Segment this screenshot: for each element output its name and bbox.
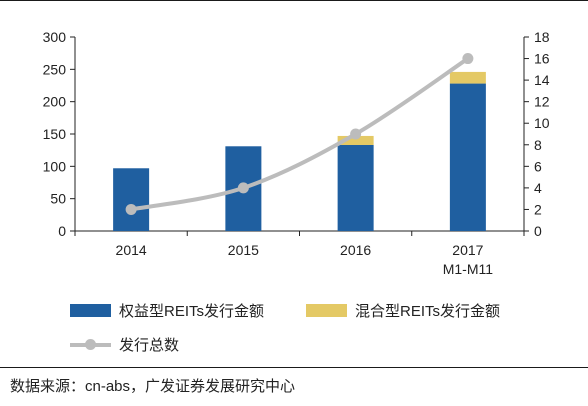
- y-left-tick-label: 100: [43, 158, 67, 174]
- y-left-tick-label: 150: [43, 126, 67, 142]
- y-right-tick-label: 16: [534, 51, 550, 67]
- x-tick-label: 2016: [340, 242, 371, 258]
- legend-swatch-total: [70, 338, 111, 351]
- legend-item-total: 发行总数: [70, 334, 179, 355]
- y-right-tick-label: 0: [534, 223, 542, 239]
- y-right-tick-label: 10: [534, 115, 550, 131]
- source-note: 数据来源：cn-abs，广发证券发展研究中心: [10, 378, 296, 395]
- x-tick-label: 2017: [452, 242, 483, 258]
- y-right-tick-label: 6: [534, 158, 542, 174]
- y-left-tick-label: 50: [50, 191, 66, 207]
- legend-item-equity: 权益型REITs发行金额: [70, 300, 264, 321]
- point-total-count: [125, 203, 137, 215]
- bar-hybrid: [337, 135, 374, 145]
- legend-label-total: 发行总数: [119, 337, 180, 354]
- bar-equity: [449, 83, 486, 231]
- legend-swatch-hybrid: [306, 304, 347, 317]
- x-tick-label: 2015: [228, 242, 259, 258]
- point-total-count: [350, 128, 362, 140]
- legend-label-hybrid: 混合型REITs发行金额: [355, 303, 501, 320]
- bar-equity: [113, 168, 150, 231]
- y-right-tick-label: 8: [534, 137, 542, 153]
- y-left-tick-label: 300: [43, 29, 67, 45]
- bar-equity: [337, 144, 374, 231]
- bar-hybrid: [449, 71, 486, 84]
- line-total-count: [129, 56, 470, 212]
- y-left-tick-label: 0: [58, 223, 66, 239]
- legend-label-equity: 权益型REITs发行金额: [119, 303, 265, 320]
- x-tick-label: M1-M11: [443, 261, 494, 277]
- point-total-count: [237, 182, 249, 194]
- legend-item-hybrid: 混合型REITs发行金额: [306, 300, 500, 321]
- y-right-tick-label: 18: [534, 29, 550, 45]
- y-left-tick-label: 200: [43, 94, 67, 110]
- source-divider: [0, 367, 588, 368]
- y-right-tick-label: 12: [534, 94, 550, 110]
- legend-swatch-equity: [70, 304, 111, 317]
- y-right-tick-label: 14: [534, 72, 550, 88]
- point-total-count: [462, 53, 474, 65]
- y-left-tick-label: 250: [43, 61, 67, 77]
- y-right-tick-label: 2: [534, 201, 542, 217]
- y-right-tick-label: 4: [534, 180, 542, 196]
- combo-chart: 0 50 100 150 200 250 300 0 2 4 6 8 10 12 14 16 18 2014 201…: [43, 29, 550, 277]
- x-tick-label: 2014: [116, 242, 147, 258]
